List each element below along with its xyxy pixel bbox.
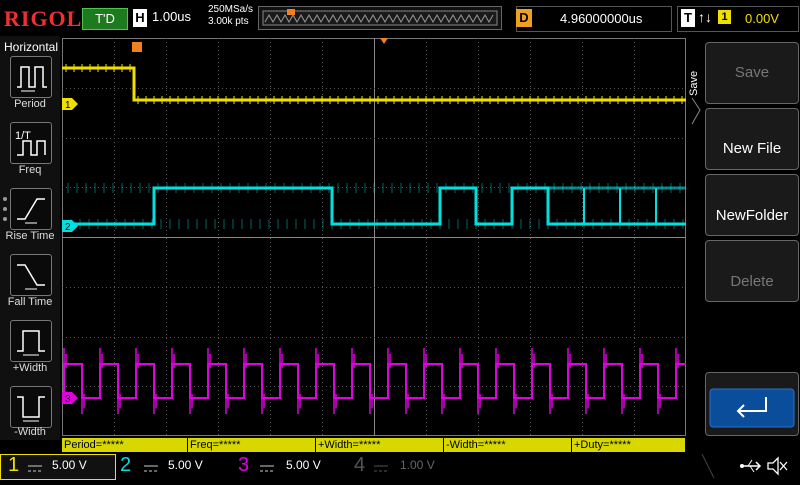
sidebar-title: Horizontal: [4, 40, 59, 54]
new-folder-label: NewFolder: [715, 207, 789, 224]
sample-rate-value: 250MSa/s: [208, 4, 254, 15]
trigger-position-icon: [380, 38, 388, 44]
trace-markers: 1 2 3: [62, 98, 78, 405]
channel-1-number: 1: [8, 454, 20, 476]
memory-overview-bar[interactable]: [258, 6, 502, 30]
trigger-slope-icon: ↑↓: [698, 9, 712, 25]
channel-marker-shape: [62, 392, 78, 404]
period-icon: [17, 66, 47, 92]
channel-marker-shape: [62, 220, 78, 232]
dc-coupling-icon: [144, 460, 158, 472]
measure-neg-width[interactable]: -Width=*****: [444, 438, 572, 452]
channel-2-number: 2: [120, 454, 132, 476]
delay-badge: D: [516, 9, 532, 27]
measure-period[interactable]: Period=*****: [62, 438, 188, 452]
waveform-traces: [62, 64, 686, 414]
delete-button[interactable]: Delete: [705, 240, 799, 302]
save-button[interactable]: Save: [705, 42, 799, 104]
rigol-logo: RIGOL: [4, 6, 83, 31]
channel-2-ground-marker[interactable]: 2: [62, 220, 78, 233]
dc-coupling-icon: [260, 460, 274, 472]
channel-marker-label: 1: [65, 100, 71, 111]
pos-width-icon: [17, 330, 45, 356]
channel-3-ground-marker[interactable]: 3: [62, 392, 78, 405]
channel-3-number: 3: [238, 454, 250, 476]
sidebar-item-label: Fall Time: [7, 296, 53, 308]
waveform-display[interactable]: 1 2 3: [62, 38, 686, 436]
channel-bar-separator: [700, 452, 720, 480]
sidebar-item-rise-time[interactable]: [10, 188, 52, 230]
sidebar-item-freq[interactable]: 1/T: [10, 122, 52, 164]
channel-2-noise: [67, 183, 684, 229]
new-file-label: New File: [722, 140, 782, 157]
channel-1-scale: 5.00 V: [52, 458, 87, 472]
channel-status-bar: [0, 452, 800, 480]
new-folder-button[interactable]: NewFolder: [705, 174, 799, 236]
return-button[interactable]: [705, 372, 799, 436]
channel-marker-label: 2: [65, 222, 71, 233]
neg-width-icon: [17, 396, 45, 422]
freq-icon: 1/T: [15, 130, 46, 156]
channel-1-box[interactable]: [0, 454, 116, 480]
sidebar-item-label: +Width: [12, 362, 48, 374]
channel-4-scale: 1.00 V: [400, 458, 435, 472]
graticule: [62, 38, 686, 436]
channel-3-ringing: [63, 348, 679, 414]
channel-4-number: 4: [354, 454, 366, 476]
sidebar-item-neg-width[interactable]: [10, 386, 52, 428]
trigger-time-marker-icon: [132, 42, 142, 52]
return-arrow-icon: [709, 388, 795, 428]
sidebar-item-period[interactable]: [10, 56, 52, 98]
channel-3-trace: [62, 363, 686, 399]
sidebar-item-label: Freq: [18, 164, 42, 176]
dc-coupling-icon: [28, 460, 42, 472]
delay-value: 4.96000000us: [560, 11, 643, 26]
new-file-button[interactable]: New File: [705, 108, 799, 170]
sidebar-item-fall-time[interactable]: [10, 254, 52, 296]
channel-1-ground-marker[interactable]: 1: [62, 98, 78, 111]
channel-marker-shape: [62, 98, 78, 110]
measure-pos-duty[interactable]: +Duty=*****: [572, 438, 686, 452]
memory-depth-value: 3.00k pts: [208, 16, 249, 27]
sidebar-scroll-dots: [2, 196, 8, 227]
sidebar-item-pos-width[interactable]: [10, 320, 52, 362]
timebase-value[interactable]: 1.00us: [152, 9, 192, 24]
sidebar-item-label: Period: [14, 98, 46, 110]
channel-2-scale: 5.00 V: [168, 458, 203, 472]
fall-time-icon: [17, 264, 45, 290]
sidebar-item-label: -Width: [14, 426, 46, 438]
trigger-badge: T: [681, 9, 695, 27]
trigger-level-value: 0.00V: [745, 11, 779, 26]
usb-icon: [740, 456, 762, 481]
measure-freq[interactable]: Freq=*****: [188, 438, 316, 452]
measure-pos-width[interactable]: +Width=*****: [316, 438, 444, 452]
channel-1-noise: [65, 64, 683, 104]
speaker-mute-icon[interactable]: [766, 456, 788, 481]
horizontal-badge: H: [133, 9, 147, 27]
rise-time-icon: [17, 198, 45, 224]
trigger-source-badge: 1: [718, 10, 731, 24]
measure-sidebar: [0, 36, 60, 440]
scroll-dots-icon: [3, 197, 7, 221]
channel-marker-label: 3: [65, 394, 71, 405]
menu-pointer-icon: [690, 96, 702, 131]
memory-waveform-icon: [262, 9, 498, 26]
sidebar-item-label: Rise Time: [5, 230, 55, 242]
trigger-box[interactable]: [677, 6, 799, 32]
channel-3-scale: 5.00 V: [286, 458, 321, 472]
menu-title-text: Save: [688, 70, 700, 96]
trigger-status-badge[interactable]: T'D: [82, 8, 128, 30]
svg-text:1/T: 1/T: [15, 130, 31, 142]
dc-coupling-icon: [374, 460, 388, 472]
delete-label: Delete: [730, 273, 774, 290]
sample-rate: 250MSa/s 3.00k pts: [208, 4, 253, 28]
